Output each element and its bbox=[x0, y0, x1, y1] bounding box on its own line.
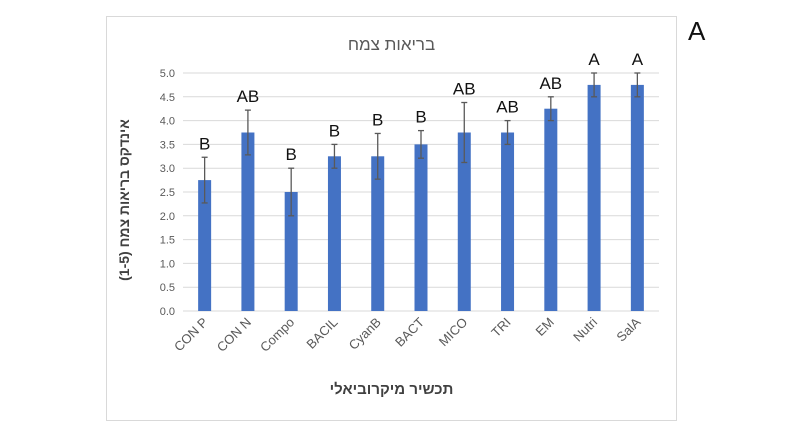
y-tick-label: 1.0 bbox=[160, 258, 175, 270]
x-axis-label: תכשיר מיקרוביאלי bbox=[329, 381, 454, 398]
significance-letter: AB bbox=[453, 80, 476, 99]
error-bar bbox=[374, 132, 381, 180]
bar bbox=[457, 132, 471, 311]
bar bbox=[414, 144, 428, 311]
x-tick-label: TRI bbox=[488, 315, 513, 340]
bar bbox=[501, 132, 515, 311]
significance-letter: AB bbox=[496, 98, 519, 117]
x-tick-label: CON N bbox=[214, 315, 254, 355]
y-tick-label: 3.0 bbox=[160, 163, 175, 175]
x-tick-label: BACT bbox=[392, 314, 427, 349]
x-tick-label: Compo bbox=[257, 315, 297, 355]
bar-plot: 0.0 0.5 1.0 1.5 2.0 2.5 3.0 3.5 4.0 4.5 5.0 B CON P A… bbox=[160, 50, 659, 355]
bar bbox=[284, 192, 298, 311]
significance-letter: B bbox=[286, 145, 297, 164]
error-bar bbox=[547, 96, 554, 122]
y-tick-label: 4.5 bbox=[160, 92, 175, 104]
error-bar bbox=[331, 143, 338, 169]
chart-title: בריאות צמח bbox=[347, 35, 436, 54]
y-tick-label: 2.5 bbox=[160, 187, 175, 199]
y-tick-label: 4.0 bbox=[160, 116, 175, 128]
x-tick-label: SalA bbox=[613, 314, 643, 344]
error-bar bbox=[504, 119, 511, 146]
bar bbox=[544, 108, 558, 311]
y-tick-label: 5.0 bbox=[160, 68, 175, 80]
x-tick-label: Nutri bbox=[570, 314, 600, 344]
y-tick-label: 0.5 bbox=[160, 282, 175, 294]
bar bbox=[371, 156, 385, 311]
significance-letter: B bbox=[372, 110, 383, 129]
y-tick-label: 0.0 bbox=[160, 306, 175, 318]
significance-letter: B bbox=[199, 134, 210, 153]
significance-letter: A bbox=[632, 50, 644, 69]
x-tick-label: EM bbox=[533, 315, 557, 339]
x-tick-label: CyanB bbox=[346, 315, 384, 353]
y-tick-label: 2.0 bbox=[160, 211, 175, 223]
chart-area: בריאות צמח אינדקס בריאות צמח (1-5) תכשיר… bbox=[106, 16, 677, 421]
bar bbox=[241, 132, 255, 311]
x-tick-label: BACIL bbox=[303, 315, 340, 352]
significance-letter: B bbox=[329, 121, 340, 140]
error-bar bbox=[418, 129, 424, 159]
bar bbox=[630, 84, 644, 312]
x-tick-label: CON P bbox=[171, 315, 211, 355]
error-bar bbox=[244, 109, 251, 156]
y-tick-label: 1.5 bbox=[160, 235, 175, 247]
significance-letter: B bbox=[415, 108, 426, 127]
error-bar bbox=[634, 72, 641, 98]
bar bbox=[587, 84, 601, 312]
bar bbox=[327, 156, 341, 311]
significance-letter: A bbox=[588, 50, 600, 69]
error-bar bbox=[288, 167, 295, 217]
significance-letter: AB bbox=[237, 87, 260, 106]
panel-letter: A bbox=[688, 16, 706, 46]
error-bar bbox=[591, 72, 598, 98]
significance-letter: AB bbox=[539, 74, 562, 93]
bar bbox=[198, 180, 212, 311]
error-bar bbox=[461, 101, 468, 164]
x-tick-label: MICO bbox=[436, 315, 471, 350]
y-tick-label: 3.5 bbox=[160, 139, 175, 151]
error-bar bbox=[201, 156, 208, 204]
